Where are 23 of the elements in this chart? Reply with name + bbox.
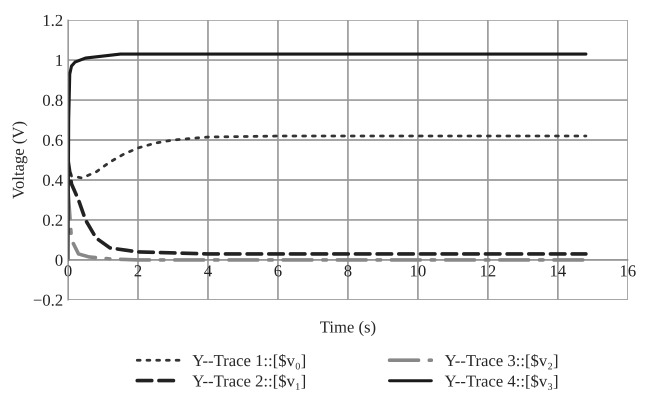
x-tick-label: 10 — [411, 265, 426, 277]
y-tick-label: 0.8 — [42, 94, 63, 106]
y-tick-label: −0.2 — [34, 294, 62, 306]
y-tick-label: 0.2 — [42, 214, 62, 226]
x-axis-title: Time (s) — [320, 320, 376, 336]
y-tick-label: 0.6 — [42, 134, 63, 146]
x-tick-label: 2 — [134, 265, 142, 276]
x-tick-label: 8 — [344, 265, 352, 277]
y-tick-label: 1 — [56, 54, 62, 66]
x-tick-label: 0 — [64, 265, 72, 277]
legend-label: Y--Trace 1::[$v₀] — [192, 354, 306, 370]
legend-label: Y--Trace 3::[$v₂] — [444, 354, 558, 370]
x-tick-label: 4 — [204, 265, 212, 276]
legend-label: Y--Trace 2::[$v₁] — [192, 374, 306, 390]
y-tick-label: 1.2 — [44, 14, 62, 26]
legend-label: Y--Trace 4::[$v₃] — [444, 374, 558, 390]
x-tick-label: 12 — [481, 265, 496, 276]
y-axis-title: Voltage (V) — [12, 122, 28, 199]
y-tick-label: 0.4 — [42, 174, 63, 186]
y-tick-label: 0 — [55, 254, 63, 266]
x-tick-label: 6 — [274, 265, 282, 277]
x-tick-label: 14 — [550, 265, 566, 276]
x-tick-label: 16 — [620, 265, 636, 277]
